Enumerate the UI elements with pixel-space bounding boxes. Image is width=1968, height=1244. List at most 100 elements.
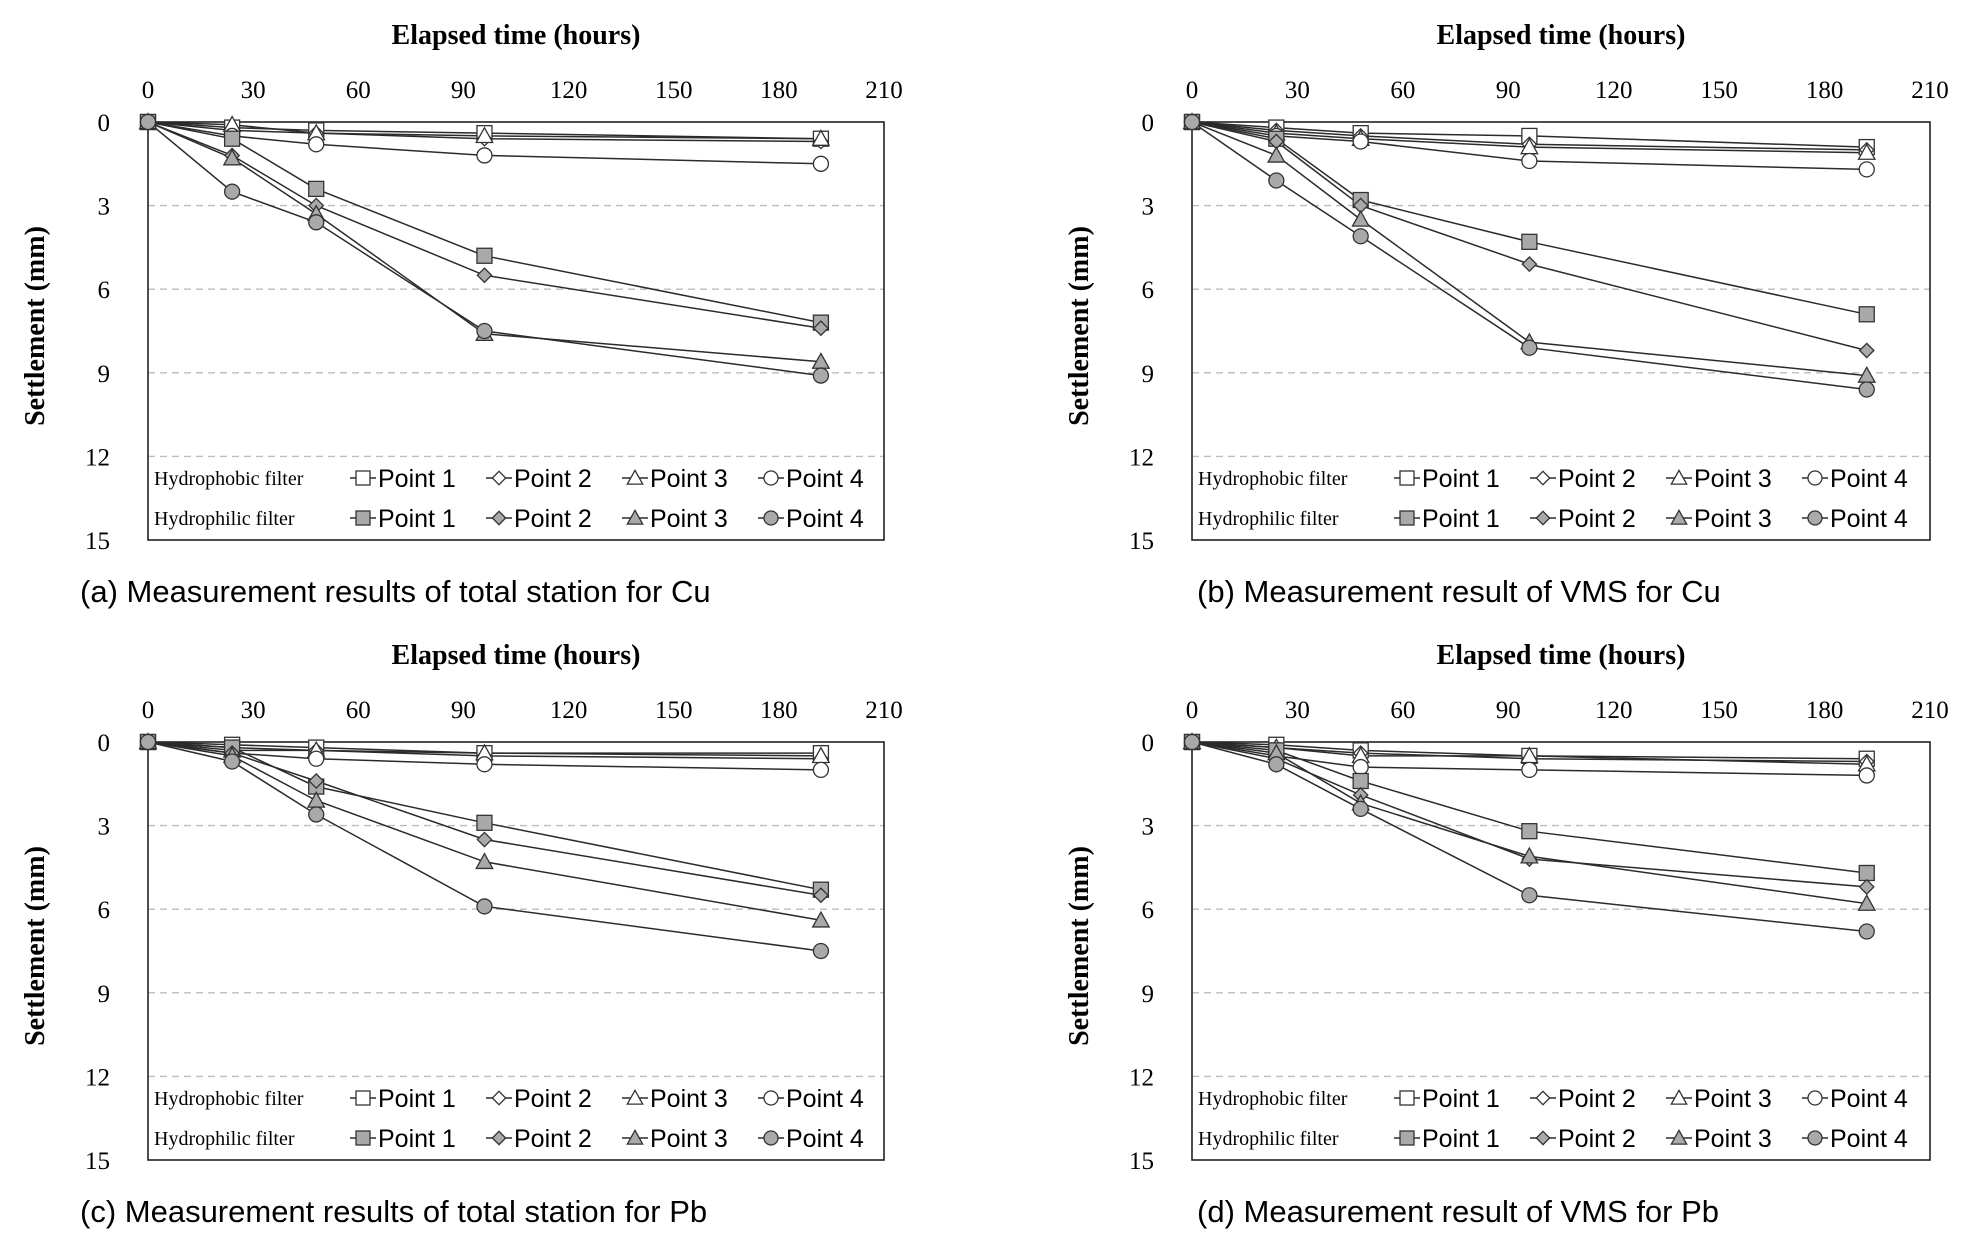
data-point-hydrophobic-point-3: [475, 126, 494, 144]
chart-panel-d: Elapsed time (hours) 0 30 60 90 120 150 180 210 0…: [1064, 640, 1949, 1229]
legend-label: Point 2: [1558, 1085, 1636, 1113]
x-axis-title: Elapsed time (hours): [392, 640, 641, 671]
data-point-hydrophilic-point-3: [1351, 209, 1371, 227]
data-point-hydrophilic-point-4: [308, 806, 325, 823]
chart-panel-c: Elapsed time (hours) 0 30 60 90 120 150 180 210 0…: [20, 640, 903, 1229]
x-tick-label: 90: [1496, 77, 1521, 104]
legend-label: Point 3: [650, 1085, 728, 1113]
data-point-hydrophilic-point-1: [1521, 233, 1538, 250]
legend-marker: [1399, 1090, 1415, 1106]
legend-marker: [1670, 1088, 1688, 1105]
data-point-hydrophobic-point-4: [476, 147, 493, 164]
legend-marker: [763, 510, 779, 526]
y-tick-label: 3: [98, 194, 111, 221]
legend-marker: [763, 470, 779, 486]
data-point-hydrophilic-point-2: [812, 887, 829, 904]
data-point-hydrophobic-point-4: [1352, 133, 1369, 150]
legend-marker: [1807, 1130, 1823, 1146]
x-tick-label: 30: [1285, 77, 1310, 104]
plot-area: [1192, 742, 1930, 1160]
x-tick-label: 0: [1186, 77, 1199, 104]
legend-label: Point 2: [1558, 465, 1636, 493]
y-tick-label: 9: [98, 981, 111, 1008]
y-tick-label: 9: [1142, 361, 1155, 388]
data-point-hydrophilic-point-4: [308, 214, 325, 231]
data-point-hydrophilic-point-2: [308, 772, 325, 790]
legend-label: Point 1: [1422, 505, 1500, 533]
data-point-hydrophilic-point-3: [1266, 145, 1286, 163]
data-point-hydrophilic-point-2: [476, 267, 493, 284]
y-tick-label: 12: [85, 1064, 110, 1091]
plot-frame: [1191, 741, 1931, 1161]
legend-label: Point 3: [650, 465, 728, 493]
y-tick-label: 0: [98, 730, 111, 757]
legend-group-label: Hydrophilic filter: [1198, 508, 1339, 530]
legend-marker: [355, 510, 371, 526]
x-tick-label: 150: [655, 77, 693, 104]
legend-marker: [626, 1128, 644, 1145]
legend-label: Point 4: [786, 1085, 864, 1113]
x-tick-label: 60: [346, 77, 371, 104]
legend-label: Point 3: [650, 505, 728, 533]
legend-marker: [1535, 1130, 1551, 1146]
data-point-hydrophilic-point-4: [223, 753, 241, 770]
data-point-hydrophilic-point-4: [139, 113, 157, 131]
data-point-hydrophilic-point-4: [223, 183, 241, 200]
x-tick-label: 60: [1390, 697, 1415, 724]
x-tick-label: 180: [760, 697, 798, 724]
data-point-hydrophilic-point-1: [1352, 772, 1369, 790]
data-point-hydrophobic-point-4: [1521, 761, 1538, 779]
legend-label: Point 3: [1694, 1125, 1772, 1153]
data-point-hydrophilic-point-2: [1858, 878, 1875, 895]
y-tick-label: 12: [1129, 1064, 1154, 1091]
x-tick-label: 60: [1390, 77, 1415, 104]
x-tick-label: 30: [1285, 697, 1310, 724]
legend-marker: [626, 468, 644, 485]
data-point-hydrophilic-point-2: [812, 320, 829, 337]
legend-label: Point 1: [378, 1125, 456, 1153]
data-point-hydrophilic-point-4: [812, 367, 830, 384]
data-point-hydrophilic-point-1: [476, 814, 493, 831]
legend-marker: [1807, 510, 1823, 526]
data-point-hydrophilic-point-2: [1858, 342, 1875, 359]
x-tick-label: 90: [1496, 697, 1521, 724]
y-axis-title: Settlement (mm): [1064, 846, 1095, 1046]
legend-label: Point 4: [1830, 505, 1908, 533]
legend-label: Point 4: [786, 1125, 864, 1153]
data-point-hydrophilic-point-3: [1857, 894, 1877, 911]
data-point-hydrophilic-point-4: [1268, 172, 1285, 189]
data-point-hydrophilic-point-4: [1521, 339, 1538, 356]
plot-frame: [1191, 121, 1931, 541]
x-tick-label: 210: [1911, 697, 1949, 724]
legend-label: Point 2: [514, 505, 592, 533]
data-point-hydrophobic-point-4: [1858, 767, 1875, 784]
data-point-hydrophobic-point-4: [476, 756, 493, 773]
data-point-hydrophilic-point-4: [476, 322, 493, 340]
panel-caption: (a) Measurement results of total station…: [80, 574, 711, 609]
data-point-hydrophilic-point-4: [1352, 228, 1369, 245]
x-tick-label: 90: [451, 697, 476, 724]
x-tick-label: 210: [865, 697, 903, 724]
y-tick-label: 0: [98, 110, 111, 137]
y-tick-label: 0: [1142, 110, 1155, 137]
data-point-hydrophobic-point-4: [1858, 161, 1875, 178]
panel-caption: (d) Measurement result of VMS for Pb: [1197, 1194, 1719, 1229]
y-tick-label: 12: [1129, 444, 1154, 471]
legend-label: Point 3: [650, 1125, 728, 1153]
y-tick-label: 6: [98, 897, 111, 924]
legend-marker: [1399, 510, 1415, 526]
legend-marker: [491, 510, 507, 526]
data-point-hydrophilic-point-4: [476, 898, 493, 915]
plot-area: [148, 742, 884, 1160]
data-point-hydrophobic-point-4: [812, 155, 830, 172]
legend-marker: [491, 1130, 507, 1146]
y-tick-label: 6: [98, 277, 111, 304]
legend-group-label: Hydrophobic filter: [154, 1088, 304, 1110]
legend-label: Point 1: [378, 465, 456, 493]
legend-marker: [1399, 1130, 1415, 1146]
chart-panel-a: Elapsed time (hours) 0 30 60 90 120 150 180 210 0…: [20, 20, 903, 609]
x-tick-label: 120: [550, 77, 588, 104]
data-point-hydrophobic-point-3: [811, 129, 831, 146]
x-tick-label: 210: [865, 77, 903, 104]
plot-frame: [147, 741, 885, 1161]
